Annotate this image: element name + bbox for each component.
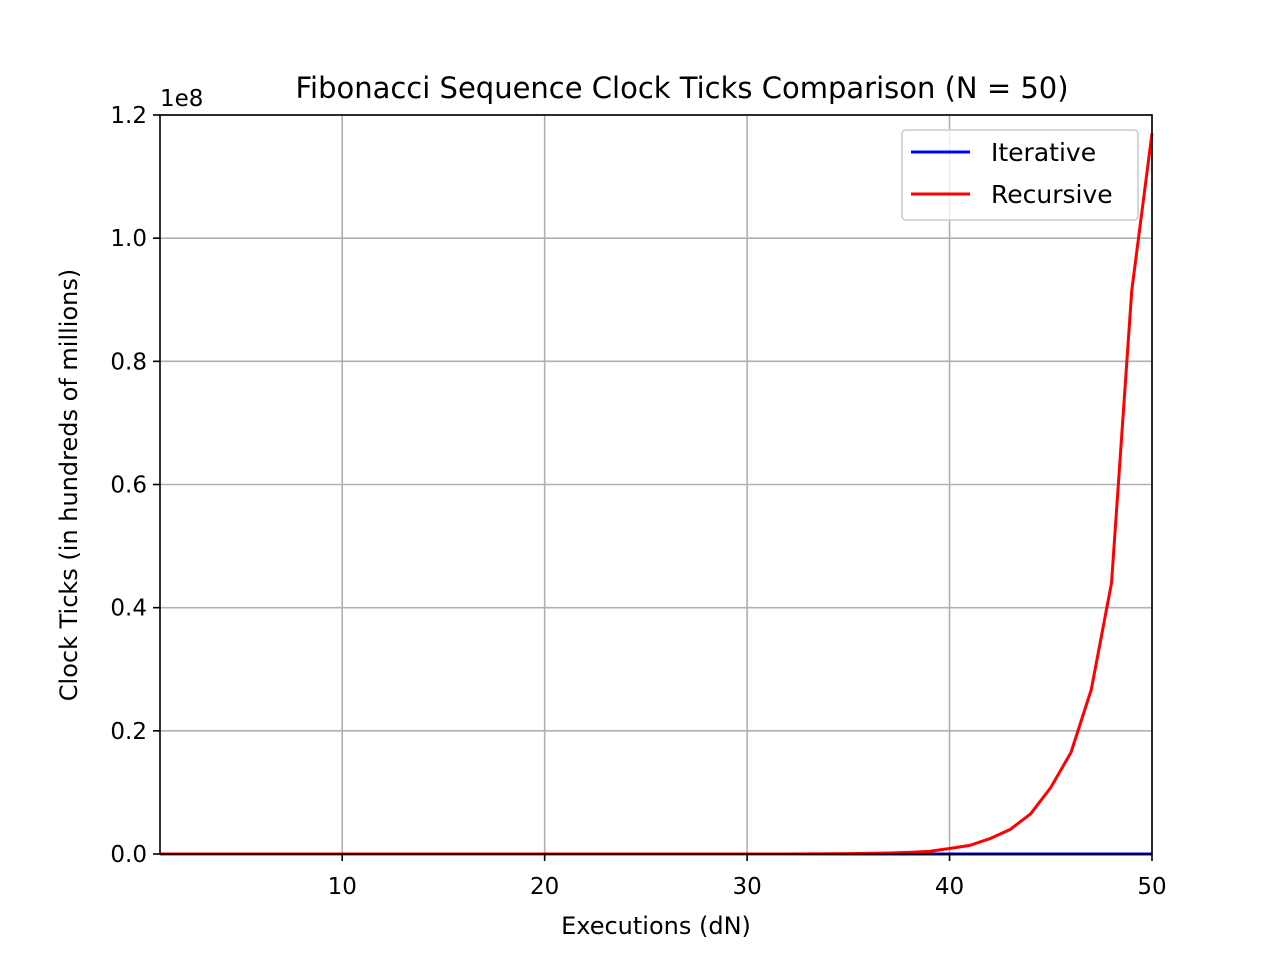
y-axis-offset-label: 1e8	[160, 86, 203, 112]
x-tick-label: 20	[530, 874, 559, 900]
y-tick-label: 1.2	[110, 103, 147, 129]
y-tick-label: 0.0	[110, 842, 147, 868]
chart-title: Fibonacci Sequence Clock Ticks Compariso…	[295, 71, 1068, 105]
legend-label-recursive: Recursive	[991, 180, 1113, 209]
axis-ticks: 10 20 30 40 50 0.0 0.2 0.4 0.6 0.8 1.0 1.2	[110, 103, 1166, 900]
legend-label-iterative: Iterative	[991, 138, 1096, 167]
series-lines	[160, 133, 1154, 856]
x-tick-label: 10	[328, 874, 357, 900]
y-tick-label: 1.0	[110, 226, 147, 252]
series-line-recursive	[160, 133, 1154, 856]
x-tick-label: 50	[1137, 874, 1166, 900]
grid-lines	[160, 114, 1153, 855]
x-axis-label: Executions (dN)	[561, 912, 751, 940]
y-tick-label: 0.6	[110, 473, 147, 499]
y-tick-label: 0.8	[110, 349, 147, 375]
x-tick-label: 30	[732, 874, 761, 900]
x-tick-label: 40	[935, 874, 964, 900]
y-tick-label: 0.4	[110, 596, 147, 622]
legend: Iterative Recursive	[901, 129, 1139, 221]
y-axis-label: Clock Ticks (in hundreds of millions)	[55, 269, 83, 701]
y-tick-label: 0.2	[110, 719, 147, 745]
